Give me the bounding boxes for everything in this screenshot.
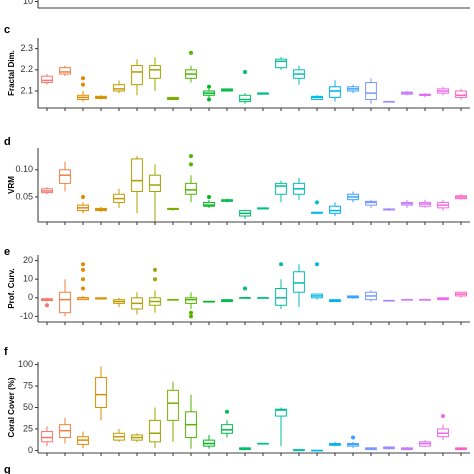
outlier [225, 409, 229, 414]
box [455, 90, 467, 98]
y-tick-label: 10 [23, 0, 33, 6]
y-tick-label: 2.1 [20, 85, 33, 95]
outlier [207, 194, 211, 199]
outlier [81, 267, 85, 272]
box [41, 431, 53, 443]
outlier [153, 277, 157, 282]
box [275, 58, 287, 69]
box [185, 297, 197, 304]
outlier [189, 162, 193, 167]
box [149, 174, 161, 193]
panel-letter: f [4, 346, 8, 358]
y-tick-label: 25 [23, 423, 33, 433]
y-tick-label: 75 [23, 380, 33, 390]
box [113, 84, 125, 92]
outlier [189, 50, 193, 55]
outlier [207, 97, 211, 102]
outlier [279, 262, 283, 267]
panel-letter: g [4, 464, 11, 474]
outlier [207, 84, 211, 89]
outlier [81, 76, 85, 81]
box [185, 182, 197, 195]
y-tick-label: 2.3 [20, 43, 33, 53]
y-tick-label: 100 [18, 359, 33, 369]
box [329, 86, 341, 98]
box [59, 67, 71, 75]
outlier [81, 286, 85, 291]
box [275, 408, 287, 417]
outlier [45, 303, 49, 308]
box [131, 65, 143, 86]
box [149, 419, 161, 443]
box [275, 182, 287, 195]
box [365, 200, 377, 206]
box [59, 291, 71, 314]
outlier [153, 267, 157, 272]
y-tick-label: -10 [20, 311, 33, 321]
panel-letter: c [4, 24, 10, 36]
box [41, 75, 53, 84]
box [365, 82, 377, 101]
box [329, 205, 341, 214]
box [221, 424, 233, 434]
outlier [441, 414, 445, 419]
y-axis-title: Fractal Dim. [7, 50, 16, 96]
y-tick-label: 0.05 [15, 191, 33, 201]
box [131, 158, 143, 193]
y-axis-title: VRM [7, 176, 16, 194]
outlier [81, 262, 85, 267]
outlier [351, 435, 355, 440]
y-tick-label: 50 [23, 402, 33, 412]
outlier [315, 262, 319, 267]
y-axis-title: Coral Cover (%) [7, 377, 16, 437]
box [203, 201, 215, 207]
box [95, 376, 107, 408]
outlier [81, 277, 85, 282]
y-axis-title: Prof. Curv. [7, 268, 16, 308]
box [59, 169, 71, 184]
box [275, 288, 287, 306]
outlier [243, 69, 247, 74]
outlier [189, 310, 193, 315]
y-tick-label: 20 [23, 255, 33, 265]
outlier [189, 154, 193, 159]
box [167, 389, 179, 421]
y-tick-label: 10 [23, 274, 33, 284]
panel-letter: d [4, 136, 11, 148]
y-tick-label: 0.10 [15, 164, 33, 174]
box [239, 94, 251, 103]
outlier [315, 200, 319, 205]
box [149, 65, 161, 79]
outlier [81, 194, 85, 199]
box [293, 271, 305, 293]
outlier [189, 314, 193, 319]
y-tick-label: 0 [28, 445, 33, 455]
y-tick-label: 0 [28, 292, 33, 302]
panel-letter: e [4, 246, 10, 258]
y-tick-label: 2.2 [20, 64, 33, 74]
outlier [243, 286, 247, 291]
outlier [81, 82, 85, 87]
